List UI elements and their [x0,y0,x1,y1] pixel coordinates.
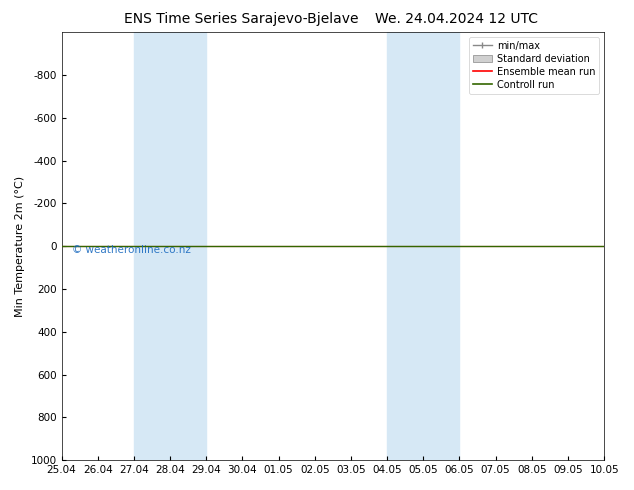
Legend: min/max, Standard deviation, Ensemble mean run, Controll run: min/max, Standard deviation, Ensemble me… [469,37,599,94]
Text: ENS Time Series Sarajevo-Bjelave: ENS Time Series Sarajevo-Bjelave [124,12,358,26]
Y-axis label: Min Temperature 2m (°C): Min Temperature 2m (°C) [15,175,25,317]
Text: © weatheronline.co.nz: © weatheronline.co.nz [72,245,191,255]
Bar [134,32,206,460]
Text: We. 24.04.2024 12 UTC: We. 24.04.2024 12 UTC [375,12,538,26]
Bar [387,32,460,460]
